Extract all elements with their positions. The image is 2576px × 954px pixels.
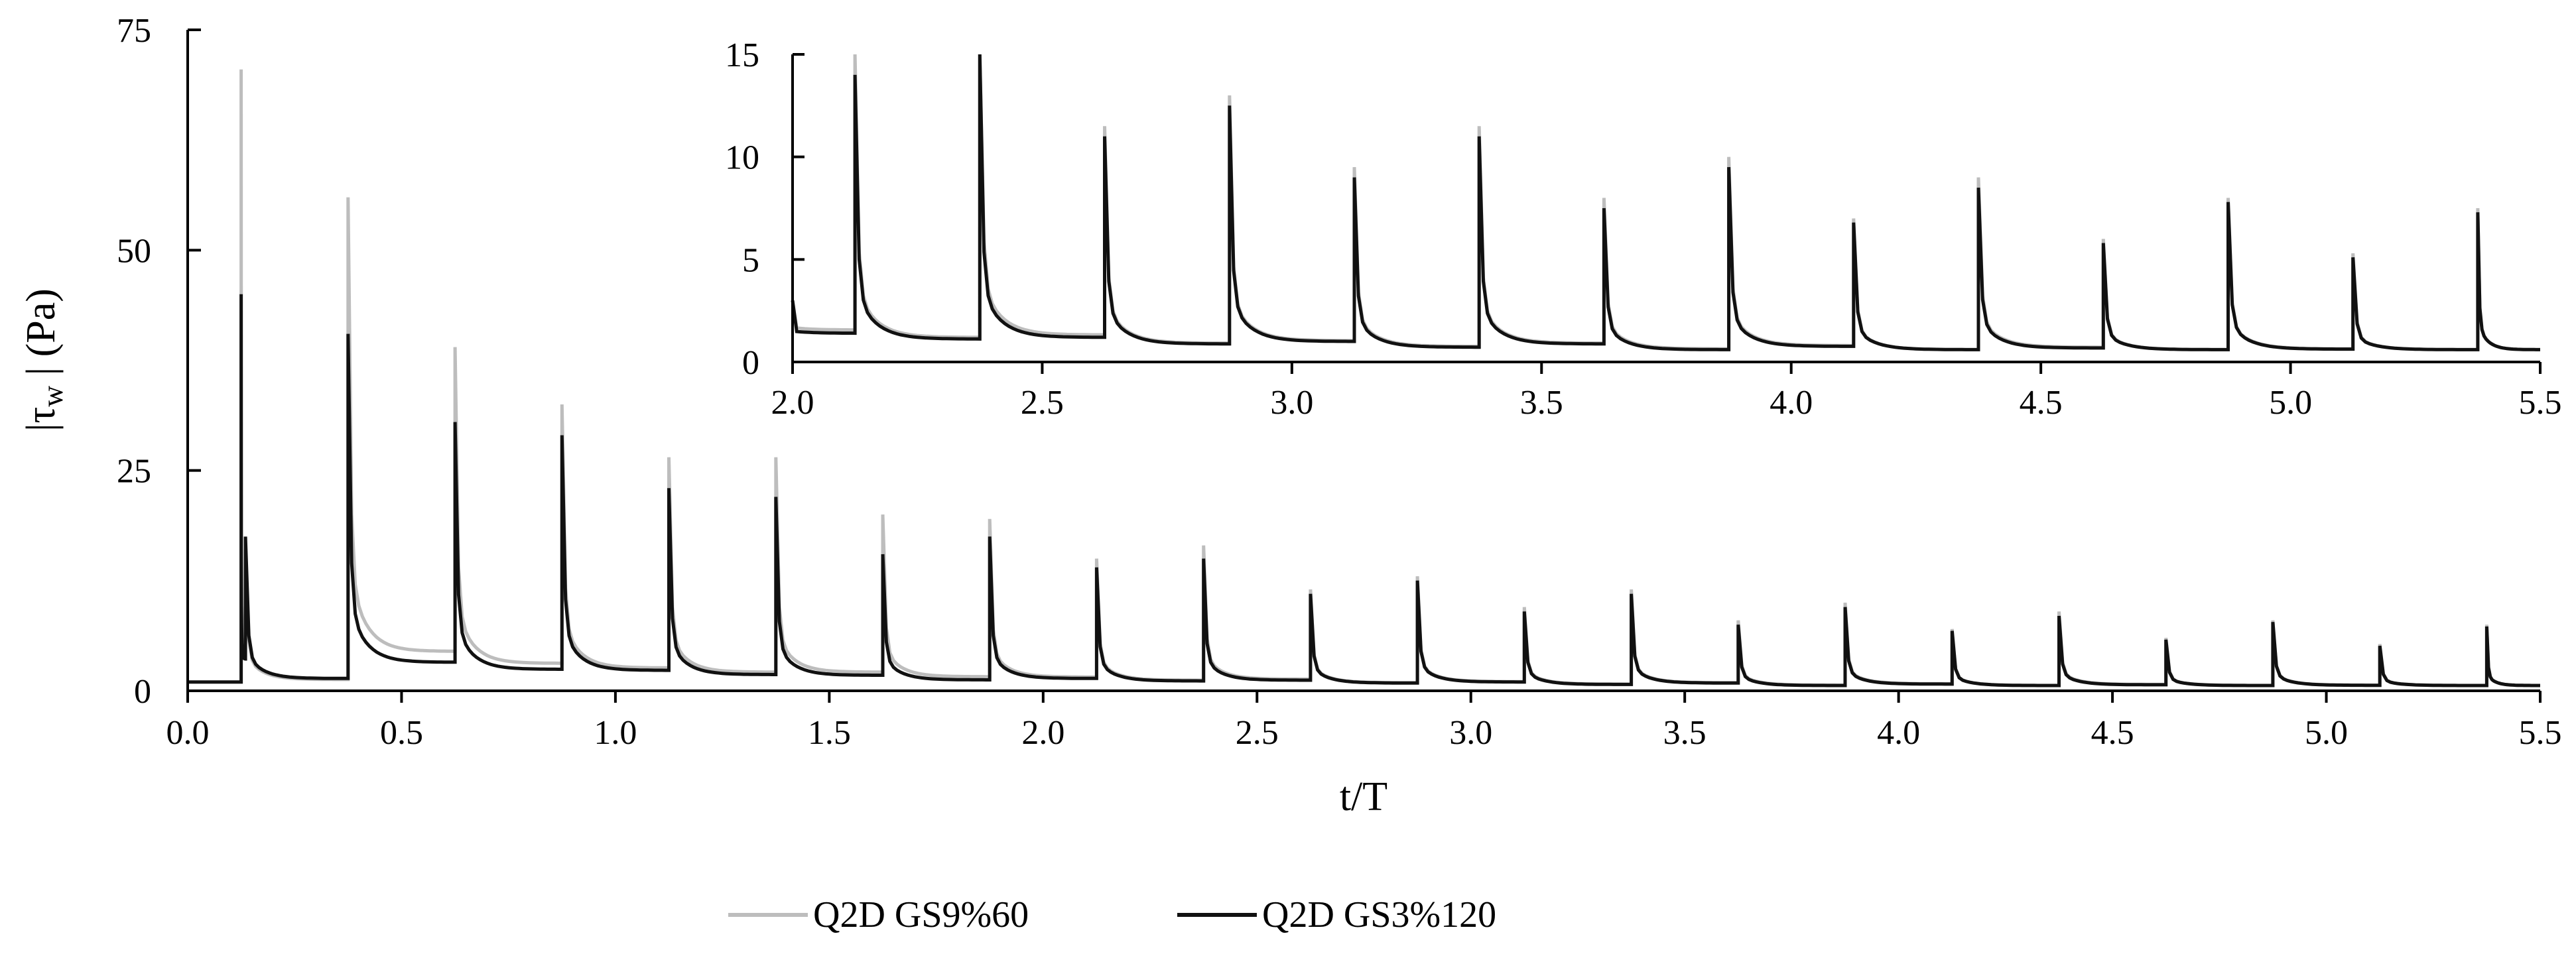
inset-background (793, 40, 2544, 378)
legend-label-gs9: Q2D GS9%60 (813, 894, 1029, 935)
main-x-tick-label: 2.5 (1236, 714, 1279, 752)
inset-series-gs3-line (791, 54, 2540, 351)
main-x-ticks: 0.0 0.5 1.0 1.5 2.0 2.5 3.0 3.5 4.0 4.5 5.0 5.5 (166, 691, 2562, 752)
main-x-tick-label: 4.5 (2091, 714, 2134, 752)
inset-y-tick-label: 0 (742, 344, 759, 382)
main-x-tick-label: 0.0 (166, 714, 210, 752)
inset-x-tick-label: 3.5 (1520, 384, 1563, 422)
main-y-tick-label: 50 (117, 232, 151, 270)
main-x-axis-title: t/T (1340, 774, 1387, 819)
main-x-tick-label: 5.0 (2305, 714, 2348, 752)
y-axis-title-subscript: w (36, 386, 69, 407)
main-y-ticks: 0 25 50 75 (117, 12, 201, 711)
legend-label-gs3: Q2D GS3%120 (1262, 894, 1496, 935)
main-x-tick-label: 3.5 (1663, 714, 1707, 752)
inset-x-tick-label: 5.0 (2269, 384, 2312, 422)
legend: Q2D GS9%60 Q2D GS3%120 (728, 894, 1496, 935)
inset-chart: 2.0 2.5 3.0 3.5 4.0 4.5 5.0 5.5 0 5 10 15 (725, 36, 2562, 422)
main-axes (186, 30, 2540, 692)
main-x-tick-label: 5.5 (2519, 714, 2562, 752)
inset-axes (791, 54, 2540, 363)
y-axis-title-main: |τ (19, 407, 64, 432)
inset-x-tick-label: 4.0 (1770, 384, 1813, 422)
inset-y-tick-label: 5 (742, 241, 759, 279)
inset-x-tick-label: 2.5 (1021, 384, 1064, 422)
main-y-tick-label: 75 (117, 12, 151, 50)
main-x-tick-label: 2.0 (1021, 714, 1064, 752)
main-y-tick-label: 25 (117, 453, 151, 491)
main-series-gs3-line (188, 294, 2540, 687)
y-axis-title-tail: | (Pa) (19, 288, 64, 386)
main-x-tick-label: 3.0 (1449, 714, 1492, 752)
inset-y-ticks: 0 5 10 15 (725, 36, 805, 382)
main-x-tick-label: 1.0 (594, 714, 637, 752)
main-x-tick-label: 0.5 (380, 714, 423, 752)
inset-x-tick-label: 3.0 (1270, 384, 1313, 422)
main-x-tick-label: 4.0 (1877, 714, 1920, 752)
inset-x-ticks: 2.0 2.5 3.0 3.5 4.0 4.5 5.0 5.5 (771, 362, 2562, 422)
inset-y-tick-label: 10 (725, 139, 759, 177)
inset-x-tick-label: 4.5 (2020, 384, 2063, 422)
inset-x-tick-label: 5.5 (2519, 384, 2562, 422)
main-chart: 0.0 0.5 1.0 1.5 2.0 2.5 3.0 3.5 4.0 4.5 5.0 5.5 0 25… (19, 12, 2562, 819)
main-y-axis-title: |τw | (Pa) (19, 288, 69, 432)
main-x-tick-label: 1.5 (808, 714, 851, 752)
inset-series-group (791, 54, 2540, 351)
inset-y-tick-label: 15 (725, 36, 759, 74)
inset-x-tick-label: 2.0 (771, 384, 814, 422)
main-series-group (188, 69, 2540, 687)
main-y-tick-label: 0 (134, 673, 151, 711)
